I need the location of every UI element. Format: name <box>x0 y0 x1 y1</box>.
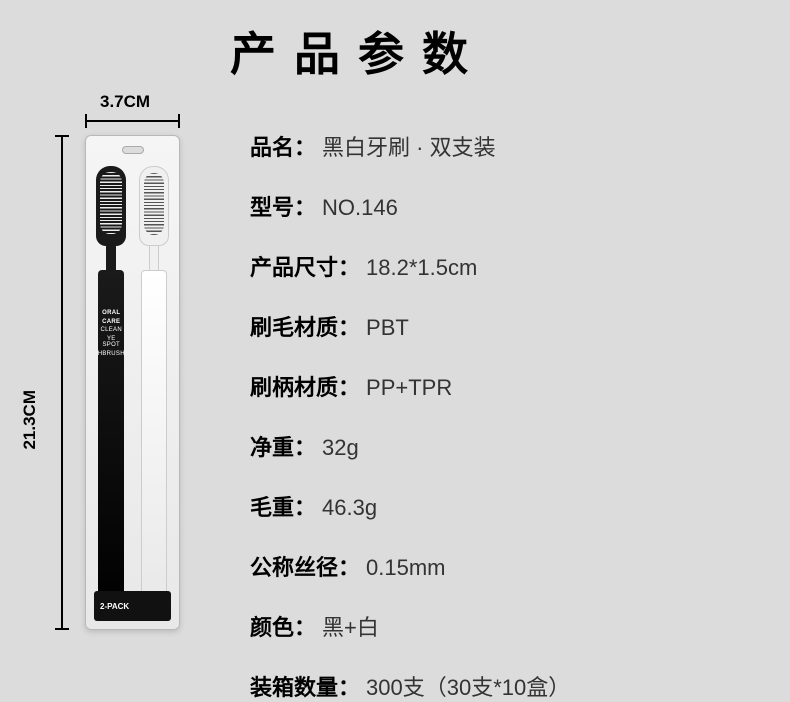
package-text-line: HBRUSH <box>98 351 125 358</box>
spec-label: 公称丝径 <box>250 550 360 582</box>
spec-value: 300支（30支*10盒） <box>366 670 570 702</box>
toothbrush-black: ORAL CARE CLEAN YE SPOT HBRUSH <box>92 166 131 615</box>
hang-hole <box>122 146 144 154</box>
spec-value: 黑白牙刷 · 双支装 <box>322 130 496 162</box>
spec-value: 18.2*1.5cm <box>366 255 477 281</box>
spec-label: 装箱数量 <box>250 670 360 702</box>
spec-row: 装箱数量300支（30支*10盒） <box>250 670 760 702</box>
package-text-line: CARE <box>102 319 120 326</box>
spec-row: 公称丝径0.15mm <box>250 550 760 582</box>
spec-value: PP+TPR <box>366 375 452 401</box>
spec-value: 黑+白 <box>322 610 379 642</box>
spec-value: PBT <box>366 315 409 341</box>
spec-row: 净重32g <box>250 430 760 462</box>
package-text-line: CLEAN <box>100 327 122 334</box>
spec-label: 型号 <box>250 190 316 222</box>
dimension-width-bracket <box>85 114 180 128</box>
spec-row: 产品尺寸18.2*1.5cm <box>250 250 760 282</box>
spec-value: 0.15mm <box>366 555 445 581</box>
spec-row: 刷柄材质PP+TPR <box>250 370 760 402</box>
dimension-width-label: 3.7CM <box>100 92 150 112</box>
page-title: 产品参数 <box>230 18 486 84</box>
spec-row: 品名黑白牙刷 · 双支装 <box>250 130 760 162</box>
spec-list: 品名黑白牙刷 · 双支装 型号NO.146 产品尺寸18.2*1.5cm 刷毛材… <box>250 130 760 702</box>
spec-label: 品名 <box>250 130 316 162</box>
spec-value: NO.146 <box>322 195 398 221</box>
spec-label: 净重 <box>250 430 316 462</box>
package-text-line: ORAL <box>102 310 120 317</box>
spec-label: 刷毛材质 <box>250 310 360 342</box>
spec-row: 毛重46.3g <box>250 490 760 522</box>
package-footer-label: 2-PACK <box>94 591 171 621</box>
spec-label: 颜色 <box>250 610 316 642</box>
spec-row: 型号NO.146 <box>250 190 760 222</box>
dimension-height-label: 21.3CM <box>20 390 40 450</box>
spec-value: 32g <box>322 435 359 461</box>
spec-label: 刷柄材质 <box>250 370 360 402</box>
product-package-image: ORAL CARE CLEAN YE SPOT HBRUSH 2-PACK <box>85 135 180 630</box>
spec-value: 46.3g <box>322 495 377 521</box>
spec-row: 颜色黑+白 <box>250 610 760 642</box>
spec-label: 产品尺寸 <box>250 250 360 282</box>
package-text-line: YE SPOT <box>98 336 124 349</box>
toothbrush-white <box>135 166 174 615</box>
spec-label: 毛重 <box>250 490 316 522</box>
spec-row: 刷毛材质PBT <box>250 310 760 342</box>
dimension-height-bracket <box>55 135 69 630</box>
